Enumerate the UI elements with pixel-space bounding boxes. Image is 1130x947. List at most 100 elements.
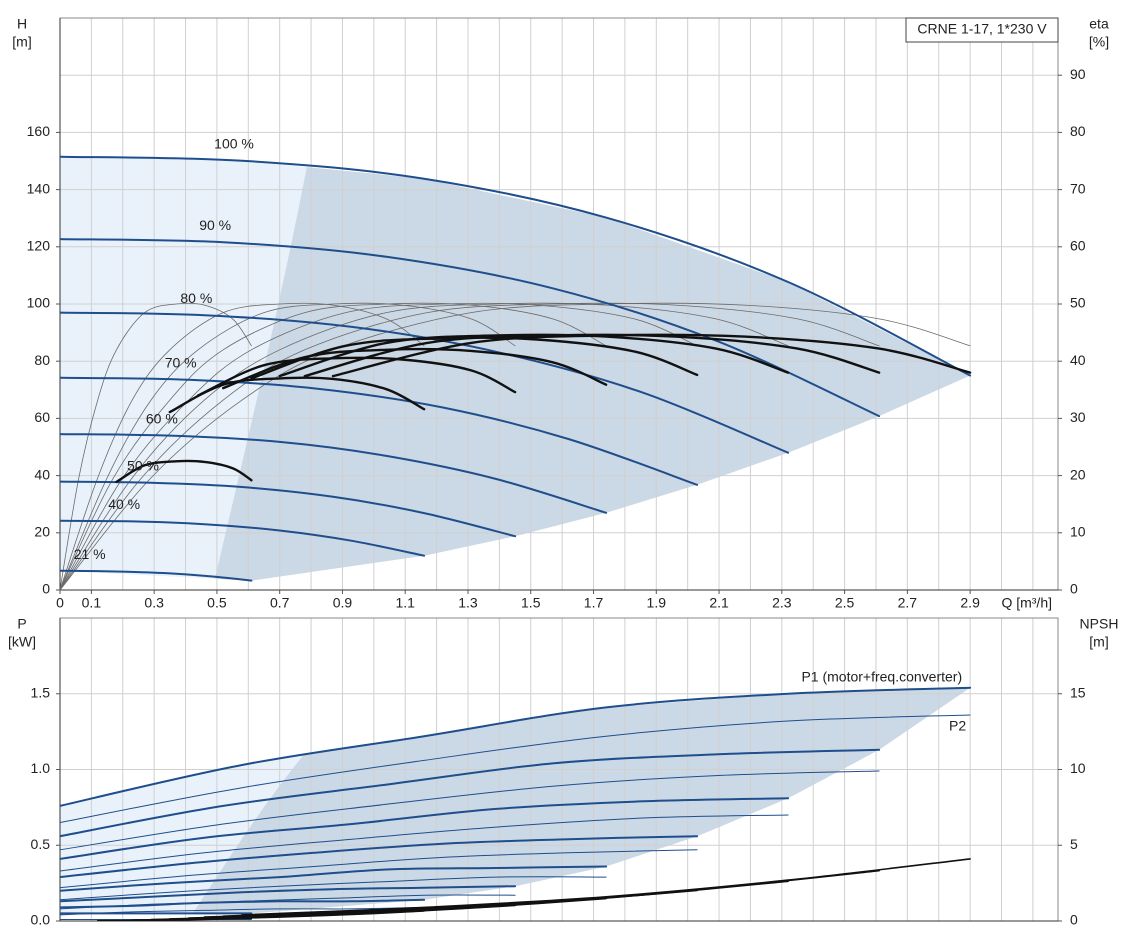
secondary-curve (60, 302, 789, 590)
y-tick-label: 1.5 (31, 684, 51, 700)
y-tick-label: 0.5 (31, 836, 51, 852)
curve-label: 100 % (214, 135, 254, 151)
y2-tick-label: 50 (1070, 295, 1086, 311)
x-tick-label: 0.5 (207, 595, 227, 611)
y2-tick-label: 30 (1070, 409, 1086, 425)
operating-range-core (185, 687, 971, 914)
primary-curve (60, 906, 425, 916)
y2-tick-label: 5 (1070, 836, 1078, 852)
y-tick-label: 120 (27, 238, 51, 254)
y-tick-label: 1.0 (31, 760, 51, 776)
curve-label: 90 % (199, 217, 231, 233)
secondary-curve (196, 356, 517, 397)
y2-tick-label: 10 (1070, 760, 1086, 776)
x-tick-label: 0.3 (144, 595, 164, 611)
primary-curve (60, 480, 517, 538)
secondary-curve (278, 333, 790, 378)
y-axis-label: H (17, 16, 27, 32)
primary-curve (60, 835, 699, 879)
secondary-curve (250, 336, 699, 380)
x-tick-label: 0.7 (270, 595, 290, 611)
primary-curve (60, 155, 972, 377)
curve-label: 60 % (146, 410, 178, 426)
primary-curve (60, 898, 426, 909)
y2-tick-label: 80 (1070, 123, 1086, 139)
primary-curve (60, 814, 789, 872)
primary-curve (60, 686, 972, 807)
secondary-curve (331, 333, 972, 378)
secondary-curve (168, 376, 426, 414)
primary-curve (60, 569, 253, 582)
y2-tick-label: 70 (1070, 180, 1086, 196)
primary-curve (60, 876, 607, 901)
primary-curve (60, 748, 881, 838)
x-axis-label: Q [m³/h] (1001, 595, 1052, 611)
y2-axis-unit: [%] (1089, 34, 1109, 50)
primary-curve (60, 376, 699, 486)
operating-range-core (210, 156, 971, 581)
y2-tick-label: 10 (1070, 524, 1086, 540)
x-tick-label: 1.1 (395, 595, 415, 611)
y-tick-label: 160 (27, 123, 51, 139)
secondary-curve (96, 917, 253, 921)
panel: 0 20 40 60 80 100 120 140 160 0 10 20 30 40 50 60 70 80 90… (12, 16, 1109, 611)
curve-label: 21 % (74, 546, 106, 562)
curve-label: 40 % (108, 496, 140, 512)
primary-curve (60, 770, 880, 851)
secondary-curve (303, 333, 881, 378)
y-axis-unit: [kW] (8, 634, 36, 650)
x-tick-label: 1.5 (521, 595, 541, 611)
y2-tick-label: 20 (1070, 466, 1086, 482)
y-axis-label: P (17, 616, 26, 632)
x-tick-label: 0 (56, 595, 64, 611)
y2-tick-label: 40 (1070, 352, 1086, 368)
x-tick-label: 0.9 (333, 595, 353, 611)
y-tick-label: 20 (34, 524, 50, 540)
y2-axis-unit: [m] (1089, 634, 1108, 650)
x-tick-label: 2.5 (835, 595, 855, 611)
y-tick-label: 0.0 (31, 912, 51, 928)
secondary-curve (60, 302, 880, 590)
curve-label: 50 % (127, 457, 159, 473)
x-tick-label: 2.9 (960, 595, 980, 611)
primary-curve (60, 797, 790, 860)
primary-curve (60, 849, 698, 889)
x-tick-label: 2.3 (772, 595, 792, 611)
y2-tick-label: 0 (1070, 581, 1078, 597)
curve-label: 70 % (165, 354, 197, 370)
series-group (60, 155, 972, 590)
secondary-curve (60, 302, 252, 590)
primary-curve (60, 238, 881, 418)
y-tick-label: 60 (34, 409, 50, 425)
y2-tick-label: 0 (1070, 912, 1078, 928)
x-tick-label: 2.7 (898, 595, 918, 611)
chart-title: CRNE 1-17, 1*230 V (917, 21, 1047, 37)
panel: 0.0 0.5 1.0 1.5 0 5 10 15 P [kW] NPSH [m] P2 P1 (moto… (8, 616, 1118, 928)
secondary-curve (60, 302, 425, 590)
y2-axis-label: eta (1089, 16, 1109, 32)
series-group (60, 686, 972, 921)
x-tick-label: 1.9 (647, 595, 667, 611)
x-tick-label: 2.1 (709, 595, 729, 611)
x-tick-label: 1.3 (458, 595, 478, 611)
y2-tick-label: 90 (1070, 66, 1086, 82)
y-axis-unit: [m] (12, 34, 31, 50)
secondary-curve (115, 459, 253, 484)
primary-curve (60, 714, 971, 823)
curve-label: P1 (motor+freq.converter) (801, 668, 962, 684)
y-tick-label: 40 (34, 466, 50, 482)
y2-tick-label: 60 (1070, 238, 1086, 254)
y-tick-label: 0 (42, 581, 50, 597)
secondary-curve (60, 302, 607, 590)
curve-label: P2 (949, 718, 966, 734)
y2-axis-label: NPSH (1080, 616, 1119, 632)
secondary-curve (60, 302, 971, 590)
primary-curve (60, 885, 517, 903)
x-tick-label: 1.7 (584, 595, 604, 611)
y-tick-label: 100 (27, 295, 51, 311)
x-tick-label: 0.1 (82, 595, 102, 611)
legend-box (905, 17, 1059, 43)
secondary-curve (60, 302, 698, 590)
